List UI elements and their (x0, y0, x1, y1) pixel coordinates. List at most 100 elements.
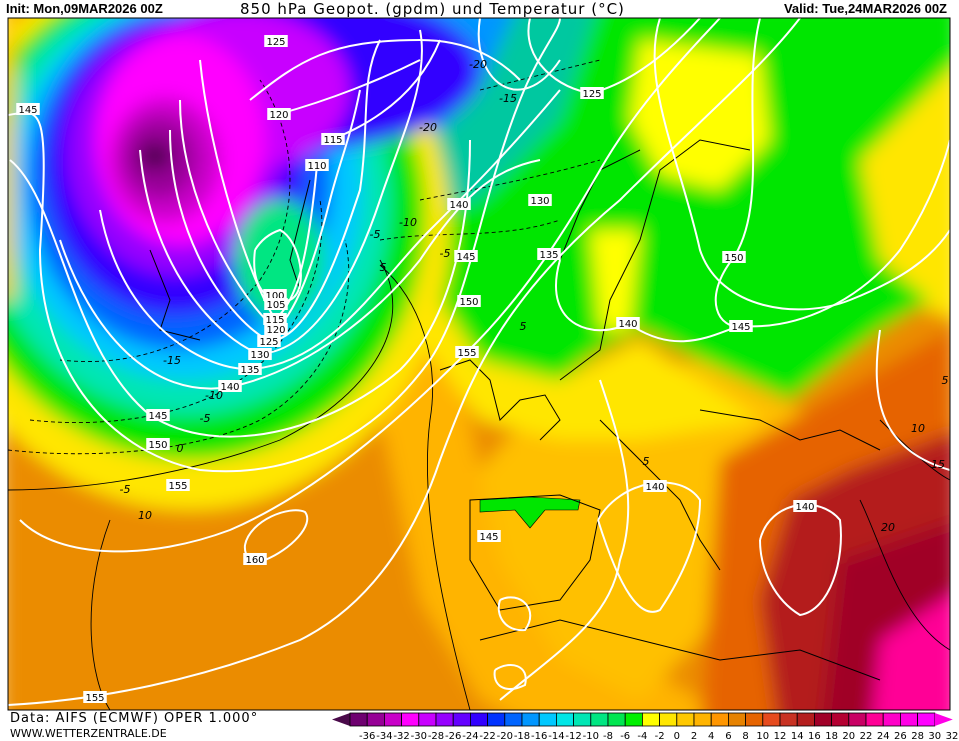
colorbar-swatch (573, 712, 592, 727)
colorbar-swatch (349, 712, 368, 727)
colorbar-swatch (469, 712, 488, 727)
geopotential-label: 155 (166, 479, 190, 492)
temperature-labels: -5 5 -10 -15 -10 -5 0 -5 10 -15 -20 -20 5 5 10 15 20 5 -5 (120, 58, 949, 534)
geopotential-label-text: 150 (459, 297, 478, 308)
geopotential-label-text: 120 (266, 325, 285, 336)
geopotential-label-text: 130 (530, 196, 549, 207)
geopotential-label: 150 (146, 438, 170, 451)
colorbar-swatch (624, 712, 643, 727)
colorbar-swatch (538, 712, 557, 727)
geopotential-label: 150 (722, 251, 746, 264)
temperature-label: 15 (931, 458, 945, 471)
coastlines (149, 139, 881, 681)
colorbar-tick-label: 2 (691, 731, 697, 741)
chart-title: 850 hPa Geopot. (gpdm) und Temperatur (°… (240, 0, 625, 18)
colorbar-tick-label: -4 (637, 731, 647, 741)
geopotential-label: 120 (264, 323, 288, 336)
geopotential-label-text: 145 (479, 532, 498, 543)
colorbar-tick-label: 20 (842, 731, 855, 741)
geopotential-label: 125 (580, 87, 604, 100)
geopotential-labels: 1251201151101001051151201251301351401451… (16, 35, 817, 704)
colorbar-tick-label: -28 (428, 731, 444, 741)
colorbar-swatch (796, 712, 815, 727)
colorbar-tick-label: -14 (548, 731, 564, 741)
colorbar-tick-label: -32 (393, 731, 409, 741)
geopotential-label-text: 140 (795, 502, 814, 513)
geopotential-label: 105 (264, 298, 288, 311)
website-link[interactable]: WWW.WETTERZENTRALE.DE (10, 727, 167, 740)
geopotential-label: 135 (537, 248, 561, 261)
geopotential-label-text: 140 (618, 319, 637, 330)
colorbar-swatch (710, 712, 729, 727)
colorbar-tick-label: -34 (376, 731, 392, 741)
colorbar-tick-label: -24 (462, 731, 478, 741)
colorbar-tick-label: 18 (825, 731, 838, 741)
spain-cold-patch (479, 496, 581, 529)
temperature-label: -20 (469, 58, 487, 71)
colorbar-swatch (607, 712, 626, 727)
colorbar-swatch (366, 712, 385, 727)
geopotential-label-text: 115 (265, 315, 284, 326)
temperature-label: 10 (911, 422, 925, 435)
colorbar-tick-label: 28 (911, 731, 924, 741)
colorbar-swatch (659, 712, 678, 727)
colorbar-tick-label: 6 (725, 731, 731, 741)
colorbar-tick-label: -20 (497, 731, 513, 741)
colorbar-swatch (762, 712, 781, 727)
geopotential-label-text: 125 (582, 89, 601, 100)
colorbar-swatch (435, 712, 454, 727)
geopotential-label: 125 (257, 335, 281, 348)
geopotential-label: 155 (83, 691, 107, 704)
geopotential-label: 115 (263, 313, 287, 326)
geopotential-label-text: 145 (731, 322, 750, 333)
colorbar-swatch (590, 712, 609, 727)
valid-time: Valid: Tue,24MAR2026 00Z (783, 1, 947, 16)
map-frame (7, 17, 951, 711)
temperature-label: -15 (499, 92, 517, 105)
geopotential-label-text: 135 (240, 365, 259, 376)
geopotential-label: 145 (454, 250, 478, 263)
init-time: Init: Mon,09MAR2026 00Z (6, 1, 163, 16)
temperature-label: 5 (643, 455, 650, 468)
geopotential-label-text: 155 (457, 348, 476, 359)
colorbar-swatch (487, 712, 506, 727)
colorbar-swatch (504, 712, 523, 727)
colorbar-tick-label: 32 (946, 731, 959, 741)
colorbar-swatch (865, 712, 884, 727)
geopotential-label-text: 145 (18, 105, 37, 116)
colorbar-tick-label: 22 (860, 731, 873, 741)
temperature-label: 20 (881, 521, 895, 534)
geopotential-label-text: 145 (456, 252, 475, 263)
colorbar-tick-label: 8 (742, 731, 748, 741)
colorbar-swatch (727, 712, 746, 727)
data-source: Data: AIFS (ECMWF) OPER 1.000° (10, 711, 259, 726)
colorbar-tick-label: 12 (774, 731, 787, 741)
geopotential-label-text: 100 (265, 291, 284, 302)
geopotential-label-text: 145 (148, 411, 167, 422)
geopotential-label: 130 (248, 348, 272, 361)
geopotential-label-text: 140 (645, 482, 664, 493)
colorbar-tick-label: 26 (894, 731, 907, 741)
geopotential-label-text: 115 (323, 135, 342, 146)
temperature-label: -5 (370, 228, 381, 241)
geopotential-label-text: 135 (539, 250, 558, 261)
geopotential-label: 145 (477, 530, 501, 543)
colorbar-tick-label: -10 (583, 731, 599, 741)
colorbar: -36 -34 -32 -30 -28 -26 -24 -22 -20 -18 -16 -14 -12-… (332, 712, 959, 741)
temperature-label: -5 (440, 247, 451, 260)
geopotential-label: 150 (457, 295, 481, 308)
temperature-label: 0 (177, 442, 184, 455)
temperature-label: 5 (520, 320, 527, 333)
geopotential-label: 140 (616, 317, 640, 330)
colorbar-tick-label: 30 (928, 731, 941, 741)
colorbar-tick-label: -18 (514, 731, 530, 741)
geopotential-label: 145 (146, 409, 170, 422)
geopotential-label-text: 150 (148, 440, 167, 451)
geopotential-label-text: 120 (269, 110, 288, 121)
colorbar-tick-label: -30 (411, 731, 427, 741)
colorbar-tick-label: -36 (359, 731, 375, 741)
temperature-label: 5 (942, 374, 949, 387)
colorbar-tick-label: 16 (808, 731, 821, 741)
geopotential-label: 140 (643, 480, 667, 493)
geopotential-label-text: 155 (85, 693, 104, 704)
